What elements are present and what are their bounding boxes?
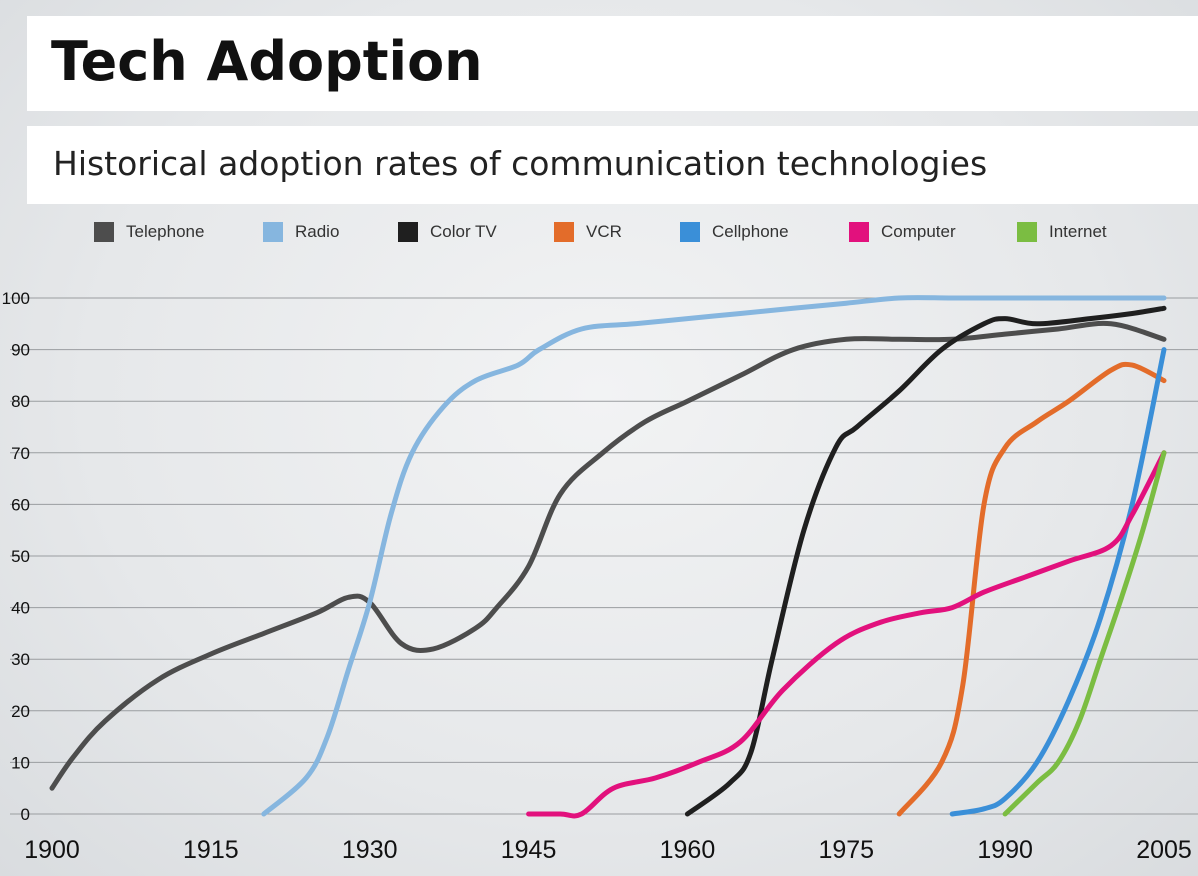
y-tick-label: 50 [11,547,30,566]
y-tick-label: 10 [11,753,30,772]
x-tick-label: 1975 [818,836,874,864]
x-tick-label: 1945 [501,836,557,864]
legend-label: Telephone [126,222,204,241]
y-tick-label: 80 [11,392,30,411]
legend-swatch [94,222,114,242]
legend-item-internet: Internet [1017,222,1107,242]
series-line-telephone [49,320,1167,791]
legend-item-color-tv: Color TV [398,222,497,242]
legend-label: Computer [881,222,956,241]
legend-label: Cellphone [712,222,789,241]
legend-label: Color TV [430,222,497,241]
y-tick-label: 40 [11,599,30,618]
legend-swatch [263,222,283,242]
x-tick-label: 1990 [977,836,1033,864]
y-tick-label: 0 [21,805,30,824]
chart-subtitle: Historical adoption rates of communicati… [53,144,988,183]
legend-item-vcr: VCR [554,222,622,242]
series-line-cellphone [949,347,1167,817]
y-tick-label: 20 [11,702,30,721]
x-tick-label: 2005 [1136,836,1192,864]
legend-swatch [398,222,418,242]
series-line-vcr [896,361,1167,817]
x-tick-label: 1915 [183,836,239,864]
legend-swatch [1017,222,1037,242]
subtitle-box: Historical adoption rates of communicati… [27,126,1198,204]
legend-label: Internet [1049,222,1107,241]
y-tick-label: 100 [2,289,30,308]
x-tick-label: 1930 [342,836,398,864]
x-tick-label: 1960 [660,836,716,864]
y-axis-ticks: 0 10 20 30 40 50 60 70 80 90 100 [2,289,30,824]
x-axis-ticks: 1900 1915 1930 1945 1960 1975 1990 2005 [24,836,1192,864]
legend-swatch [849,222,869,242]
series-line-radio [261,295,1167,817]
legend-item-telephone: Telephone [94,222,204,242]
legend-item-radio: Radio [263,222,339,242]
y-tick-label: 60 [11,495,30,514]
series-line-internet [1002,450,1167,817]
legend: Telephone Radio Color TV VCR Cellphone Comput… [94,222,1107,242]
legend-label: VCR [586,222,622,241]
x-tick-label: 1900 [24,836,80,864]
series-lines [49,295,1167,819]
chart-title: Tech Adoption [51,30,483,93]
legend-swatch [554,222,574,242]
title-box: Tech Adoption [27,16,1198,111]
legend-swatch [680,222,700,242]
y-tick-label: 30 [11,650,30,669]
legend-item-cellphone: Cellphone [680,222,789,242]
y-tick-label: 70 [11,444,30,463]
series-line-computer [526,450,1167,819]
legend-label: Radio [295,222,339,241]
gridlines [10,297,1198,815]
y-tick-label: 90 [11,341,30,360]
legend-item-computer: Computer [849,222,956,242]
